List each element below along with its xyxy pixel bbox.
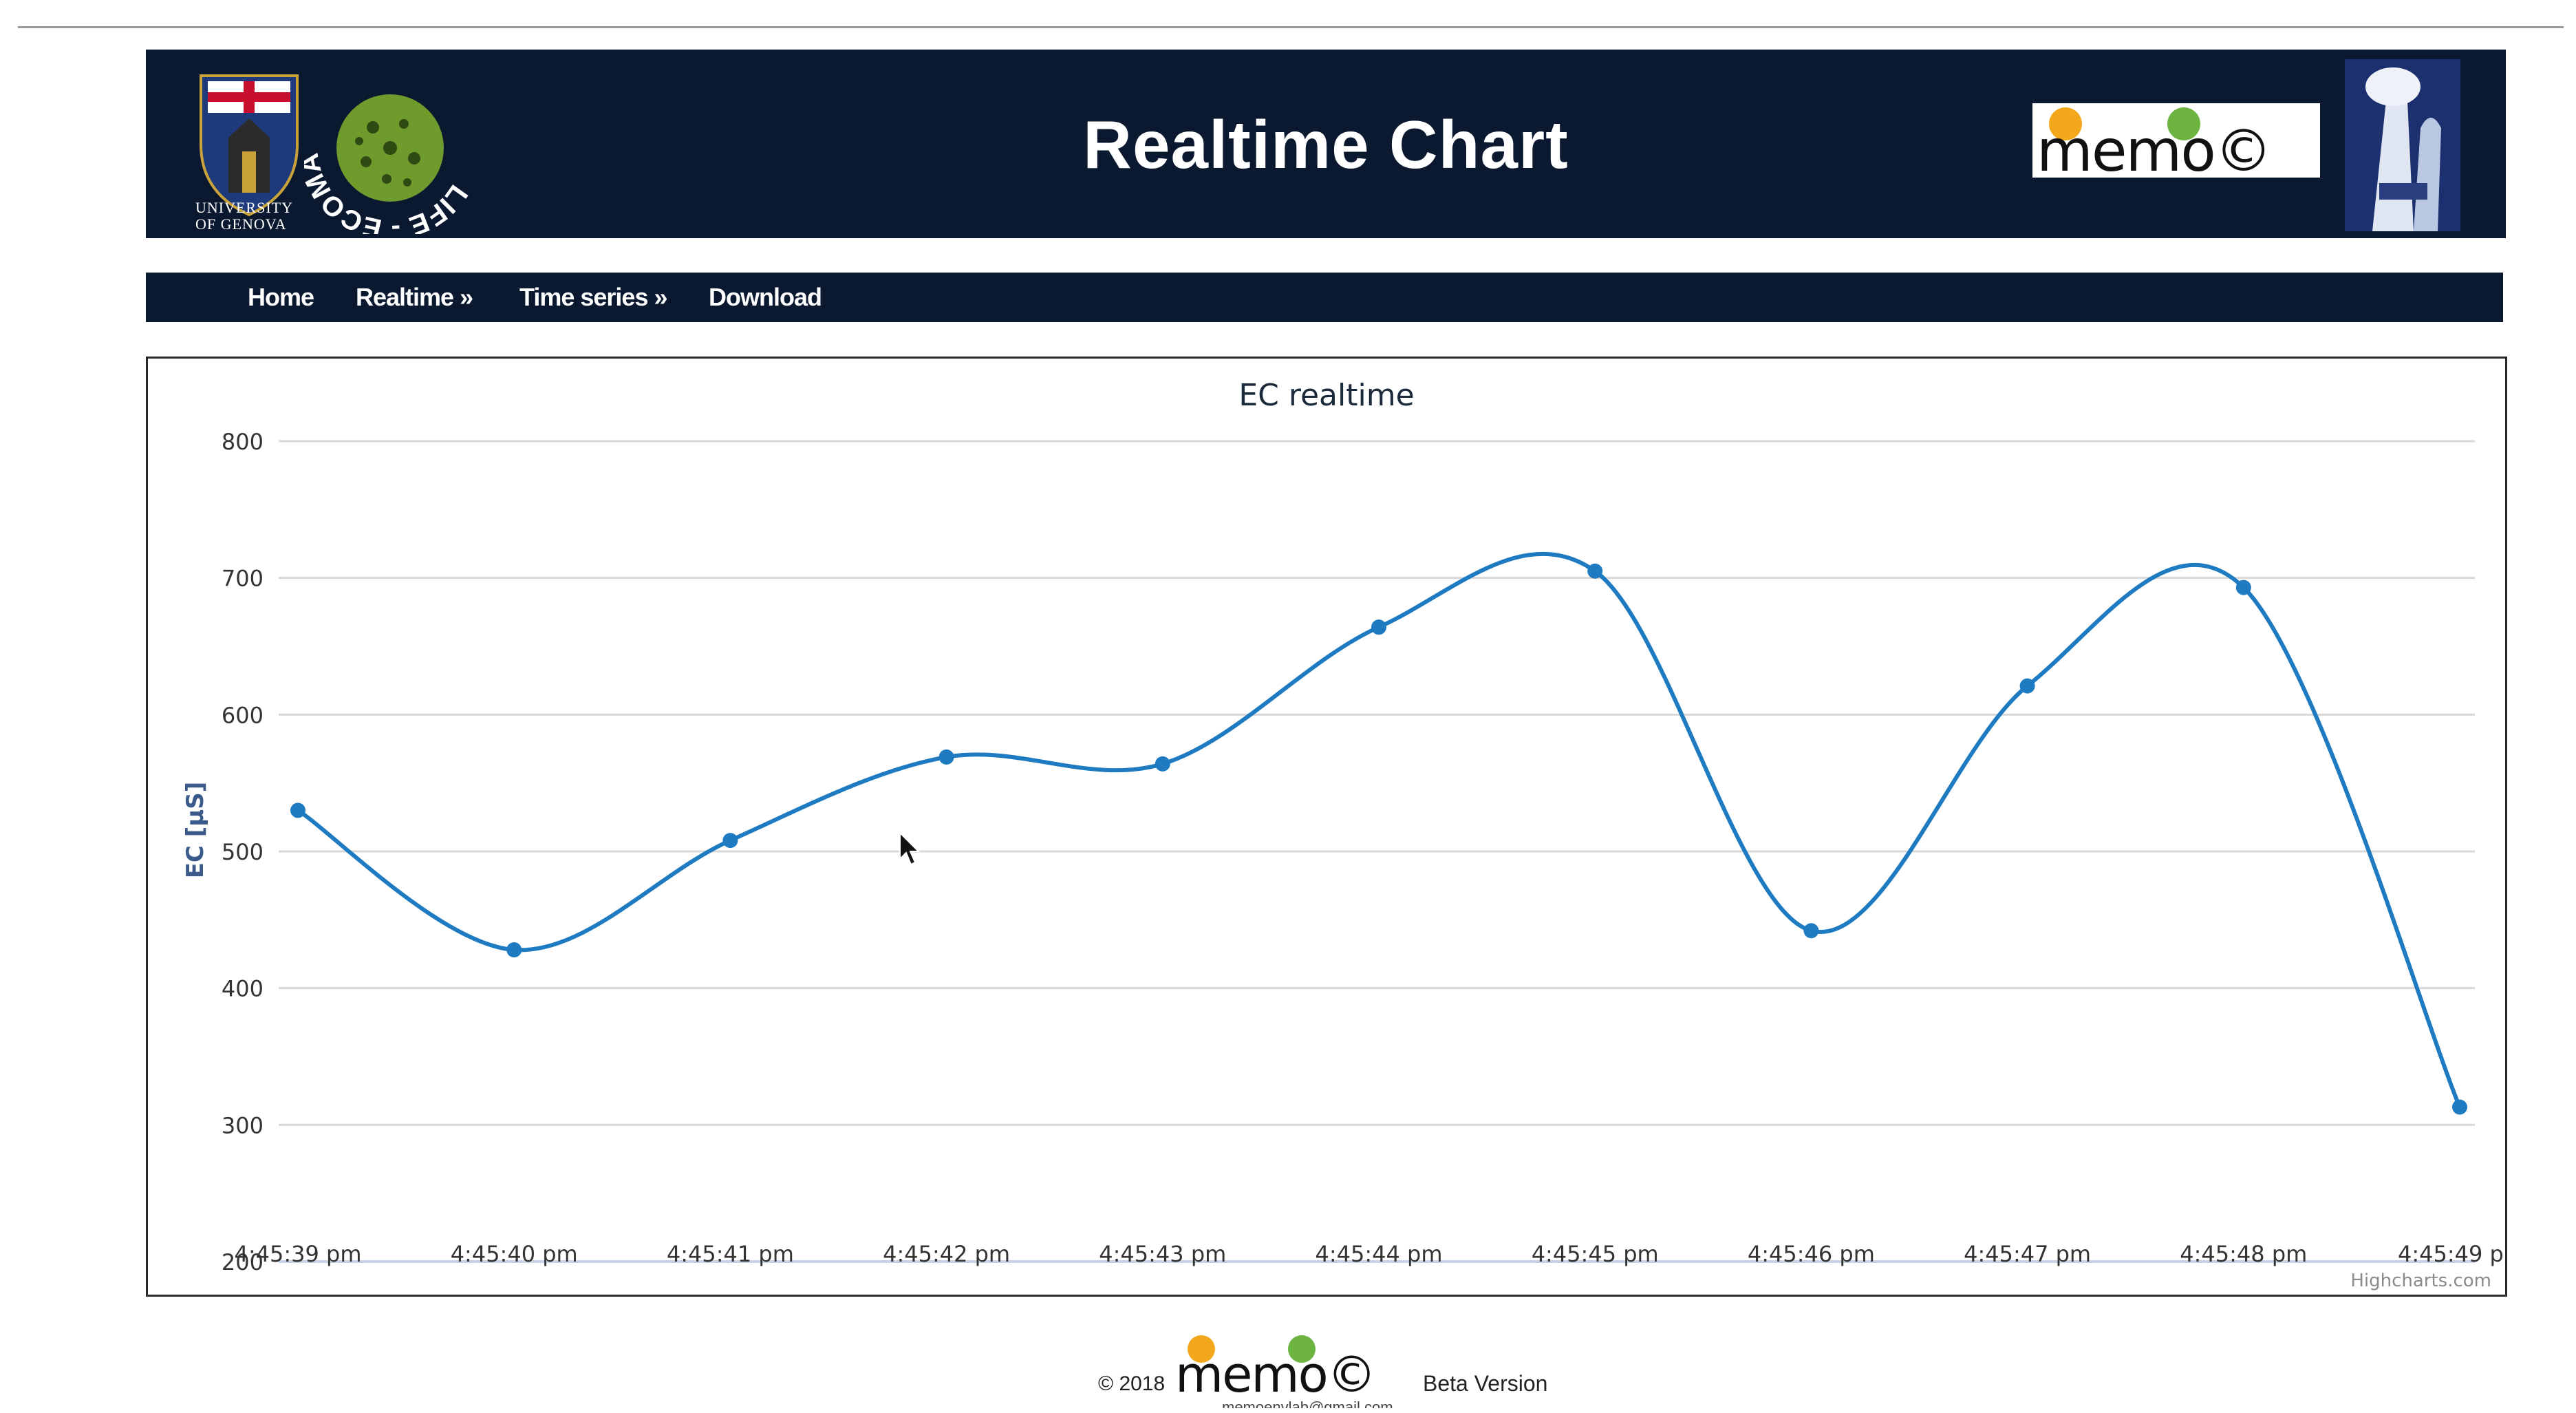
data-point[interactable]: [506, 942, 522, 958]
y-tick-label: 600: [222, 702, 264, 728]
footer-copyright: © 2018: [1098, 1372, 1166, 1395]
data-point[interactable]: [290, 803, 305, 818]
top-divider: [18, 26, 2564, 28]
x-tick-label: 4:45:49 p: [2398, 1241, 2504, 1267]
y-tick-label: 700: [222, 566, 264, 592]
fountain-photo: [2345, 59, 2460, 231]
nav-download[interactable]: Download: [709, 283, 822, 311]
y-tick-label: 400: [222, 976, 264, 1002]
x-tick-label: 4:45:43 pm: [1099, 1241, 1226, 1267]
footer: © 2018 memo© Beta Version memoenvlab@gma…: [0, 1328, 2576, 1411]
nav-realtime[interactable]: Realtime »: [356, 283, 473, 311]
x-tick-label: 4:45:48 pm: [2180, 1241, 2307, 1267]
data-point[interactable]: [1371, 619, 1386, 635]
x-tick-label: 4:45:39 pm: [234, 1241, 361, 1267]
x-tick-label: 4:45:40 pm: [451, 1241, 578, 1267]
data-point[interactable]: [1155, 756, 1170, 772]
university-crest-icon: [200, 74, 299, 217]
y-axis-label: EC [μS]: [182, 782, 209, 879]
chart-title: EC realtime: [1238, 378, 1414, 413]
data-point[interactable]: [1803, 923, 1819, 939]
x-tick-label: 4:45:47 pm: [1964, 1241, 2091, 1267]
data-point[interactable]: [1587, 563, 1603, 579]
footer-memo-logo: memo©: [1175, 1335, 1377, 1400]
footer-email[interactable]: memoenvlab@gmail.com: [1222, 1399, 1393, 1408]
data-point[interactable]: [722, 833, 738, 849]
svg-text:memo©: memo©: [1175, 1346, 1375, 1400]
page-title: Realtime Chart: [1083, 107, 1569, 182]
data-point[interactable]: [2452, 1099, 2467, 1115]
y-tick-label: 800: [222, 429, 264, 455]
main-navigation: Home Realtime » Time series » Download: [146, 273, 2503, 322]
x-tick-label: 4:45:46 pm: [1748, 1241, 1875, 1267]
series-line: [297, 551, 2462, 1108]
chart-container: EC realtime EC [μS] 200 300 400 500 600 700 80…: [146, 357, 2507, 1297]
header-banner: UNIVERSITY OF GENOVA LIFE - ECOMAWARU Re…: [146, 50, 2506, 238]
life-ecomawaru-logo: LIFE - ECOMAWARU: [304, 62, 473, 234]
memo-logo: memo©: [2032, 103, 2320, 184]
nav-time-series[interactable]: Time series »: [519, 283, 667, 311]
ec-realtime-chart: EC realtime EC [μS] 200 300 400 500 600 700 80…: [182, 378, 2504, 1291]
x-tick-label: 4:45:41 pm: [667, 1241, 794, 1267]
y-tick-label: 500: [222, 839, 264, 865]
x-tick-label: 4:45:45 pm: [1532, 1241, 1659, 1267]
footer-beta-label: Beta Version: [1423, 1371, 1548, 1396]
highcharts-credit[interactable]: Highcharts.com: [2350, 1271, 2491, 1291]
x-tick-label: 4:45:42 pm: [883, 1241, 1010, 1267]
nav-home[interactable]: Home: [248, 283, 314, 311]
y-tick-label: 300: [222, 1112, 264, 1138]
university-caption: UNIVERSITY OF GENOVA: [195, 199, 293, 233]
svg-text:memo©: memo©: [2037, 117, 2271, 178]
data-point[interactable]: [938, 749, 954, 765]
data-point[interactable]: [2019, 678, 2035, 694]
mouse-cursor-icon: [899, 831, 921, 866]
data-point[interactable]: [2235, 580, 2251, 595]
y-tick-label: 200: [222, 1249, 264, 1275]
x-tick-label: 4:45:44 pm: [1315, 1241, 1442, 1267]
